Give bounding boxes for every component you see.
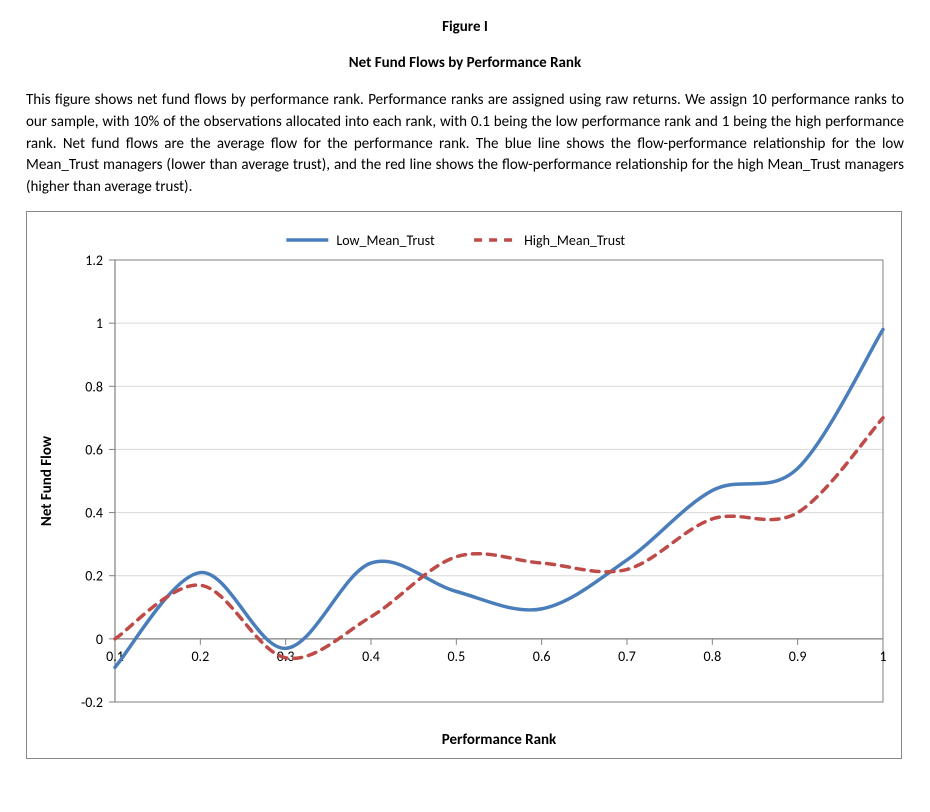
legend-label: High_Mean_Trust <box>524 232 625 249</box>
x-tick-label: 0.4 <box>362 648 380 665</box>
figure-number: Figure I <box>26 18 904 36</box>
figure-title: Net Fund Flows by Performance Rank <box>26 54 904 72</box>
x-tick-label: 0.9 <box>789 648 807 665</box>
x-tick-label: 0.7 <box>618 648 636 665</box>
chart-container: 0.10.20.30.40.50.60.70.80.91-0.200.20.40… <box>26 211 902 759</box>
figure-caption: This figure shows net fund flows by perf… <box>26 90 904 199</box>
legend-label: Low_Mean_Trust <box>336 232 435 249</box>
y-tick-label: -0.2 <box>81 694 103 711</box>
x-tick-label: 0.2 <box>191 648 209 665</box>
x-tick-label: 0.5 <box>447 648 465 665</box>
y-tick-label: 0 <box>96 631 103 648</box>
figure-page: Figure I Net Fund Flows by Performance R… <box>0 0 930 779</box>
y-tick-label: 1 <box>96 315 103 332</box>
y-tick-label: 0.8 <box>85 378 103 395</box>
x-tick-label: 1 <box>879 648 886 665</box>
x-tick-label: 0.6 <box>533 648 551 665</box>
x-axis-title: Performance Rank <box>442 731 557 749</box>
y-tick-label: 0.6 <box>85 441 103 458</box>
x-tick-label: 0.8 <box>703 648 721 665</box>
y-tick-label: 0.2 <box>85 567 103 584</box>
line-chart: 0.10.20.30.40.50.60.70.80.91-0.200.20.40… <box>27 212 901 758</box>
y-tick-label: 0.4 <box>85 504 103 521</box>
y-axis-title: Net Fund Flow <box>38 435 56 526</box>
y-tick-label: 1.2 <box>85 252 103 269</box>
